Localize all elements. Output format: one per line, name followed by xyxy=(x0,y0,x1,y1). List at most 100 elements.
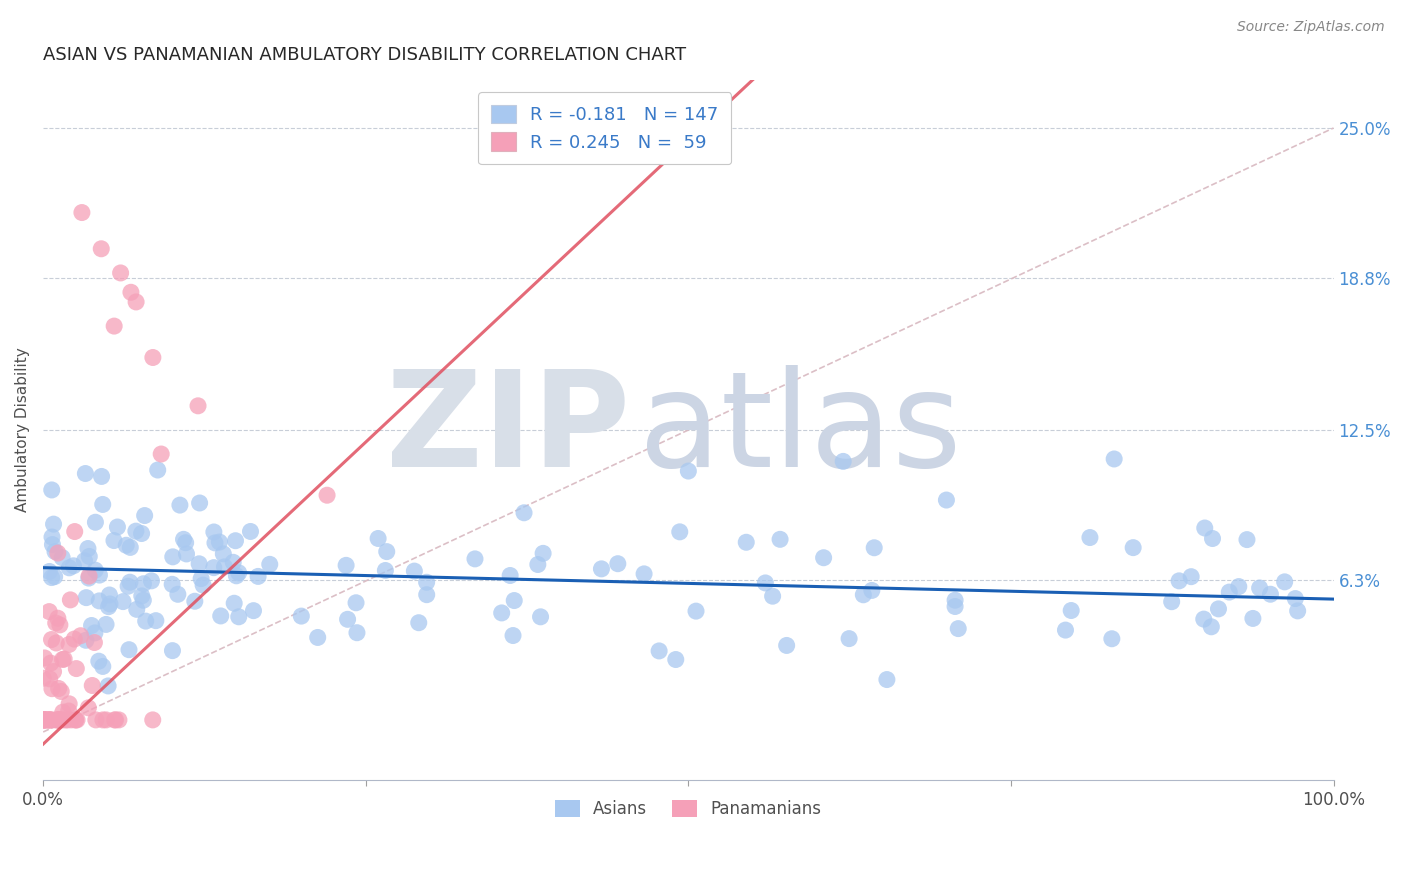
Point xyxy=(208,535,231,549)
Point xyxy=(38,672,60,686)
Point xyxy=(90,242,112,256)
Point xyxy=(46,611,69,625)
Text: Source: ZipAtlas.com: Source: ZipAtlas.com xyxy=(1237,20,1385,34)
Point xyxy=(34,651,56,665)
Point xyxy=(32,713,55,727)
Point xyxy=(150,447,173,461)
Point xyxy=(103,319,125,334)
Point xyxy=(89,594,111,608)
Point xyxy=(374,564,396,578)
Point xyxy=(48,713,70,727)
Point xyxy=(754,576,776,591)
Point xyxy=(32,713,55,727)
Point xyxy=(97,599,120,614)
Point xyxy=(1194,521,1216,535)
Point xyxy=(838,632,860,646)
Point xyxy=(135,614,157,628)
Point xyxy=(52,705,75,719)
Point xyxy=(162,549,184,564)
Point xyxy=(70,205,93,219)
Point xyxy=(41,570,63,584)
Point xyxy=(1274,574,1296,589)
Point xyxy=(49,618,72,632)
Point xyxy=(77,569,100,583)
Point xyxy=(1236,533,1258,547)
Point xyxy=(65,713,87,727)
Point xyxy=(648,644,671,658)
Point xyxy=(145,614,167,628)
Point xyxy=(502,628,524,642)
Point xyxy=(762,589,785,603)
Point xyxy=(1180,569,1202,583)
Point xyxy=(214,560,236,574)
Point xyxy=(107,520,129,534)
Point xyxy=(375,544,398,558)
Point xyxy=(1102,452,1125,467)
Point xyxy=(41,681,63,696)
Point xyxy=(1101,632,1123,646)
Point xyxy=(53,652,76,666)
Point xyxy=(83,635,105,649)
Point xyxy=(224,596,246,610)
Point xyxy=(125,524,148,538)
Point xyxy=(48,681,70,696)
Point xyxy=(51,684,73,698)
Point xyxy=(606,557,628,571)
Point xyxy=(1208,602,1230,616)
Point xyxy=(46,713,69,727)
Point xyxy=(91,713,114,727)
Point xyxy=(336,612,359,626)
Point xyxy=(176,547,198,561)
Point xyxy=(45,615,67,630)
Point xyxy=(344,596,367,610)
Point xyxy=(46,546,69,560)
Point xyxy=(38,565,60,579)
Point xyxy=(32,713,55,727)
Point xyxy=(142,713,165,727)
Point xyxy=(290,609,312,624)
Point xyxy=(876,673,898,687)
Point xyxy=(118,575,141,590)
Point xyxy=(174,535,197,549)
Point xyxy=(1160,595,1182,609)
Point xyxy=(35,713,58,727)
Point xyxy=(94,713,117,727)
Point xyxy=(1218,585,1240,599)
Point xyxy=(188,557,211,571)
Point xyxy=(1168,574,1191,588)
Point xyxy=(948,622,970,636)
Point xyxy=(184,594,207,608)
Point xyxy=(125,294,148,309)
Point xyxy=(503,593,526,607)
Point xyxy=(120,541,142,555)
Point xyxy=(42,713,65,727)
Point xyxy=(209,609,232,624)
Point xyxy=(89,568,111,582)
Point xyxy=(1227,580,1250,594)
Point xyxy=(832,454,855,468)
Point xyxy=(591,562,613,576)
Point xyxy=(367,532,389,546)
Point xyxy=(117,579,139,593)
Point xyxy=(59,593,82,607)
Point xyxy=(187,399,209,413)
Point xyxy=(188,496,211,510)
Point xyxy=(45,636,67,650)
Point xyxy=(943,593,966,607)
Point xyxy=(58,561,80,575)
Point xyxy=(513,506,536,520)
Point xyxy=(813,550,835,565)
Point xyxy=(51,550,73,565)
Point xyxy=(118,642,141,657)
Point xyxy=(48,713,70,727)
Point xyxy=(104,713,127,727)
Point xyxy=(41,483,63,497)
Y-axis label: Ambulatory Disability: Ambulatory Disability xyxy=(15,348,30,512)
Point xyxy=(169,498,191,512)
Point xyxy=(222,555,245,569)
Point xyxy=(204,536,226,550)
Point xyxy=(39,656,62,670)
Point xyxy=(58,697,80,711)
Point xyxy=(685,604,707,618)
Point xyxy=(58,704,80,718)
